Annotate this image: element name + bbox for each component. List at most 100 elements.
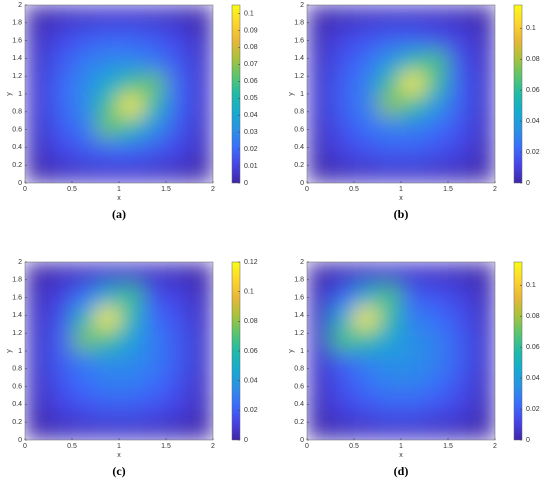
colorbar-tick-label: 0.06: [526, 344, 540, 351]
x-tick-label: 1.5: [443, 186, 453, 193]
heatmap-cell: [330, 395, 355, 419]
heatmap-cell: [424, 417, 449, 440]
heatmap-cell: [471, 262, 495, 285]
caption: (a): [112, 207, 126, 221]
heatmap-cell: [189, 49, 213, 73]
y-tick-label: 0.8: [294, 366, 304, 373]
heatmap-cell: [307, 160, 331, 183]
colorbar-tick-label: 0.04: [244, 378, 258, 385]
colorbar-tick-label: 0.06: [526, 87, 540, 94]
heatmap-cell: [354, 262, 378, 285]
heatmap-cell: [471, 94, 495, 117]
heatmap-cell: [119, 27, 143, 50]
colorbar-tick-label: 0.08: [526, 56, 540, 63]
x-tick-label: 1: [399, 186, 403, 193]
heatmap-cell: [95, 94, 120, 117]
heatmap-cell: [48, 284, 73, 307]
heatmap-cell: [95, 395, 120, 419]
colorbar-tick-label: 0.02: [526, 406, 540, 413]
heatmap-cell: [307, 284, 331, 307]
heatmap-cell: [354, 27, 378, 50]
x-tick-label: 1: [399, 443, 403, 450]
x-tick-label: 1.5: [161, 443, 171, 450]
heatmap-cell: [330, 306, 355, 330]
heatmap-cell: [119, 351, 143, 374]
heatmap-area: [25, 262, 213, 440]
colorbar-tick-label: 0.02: [526, 149, 540, 156]
y-tick-label: 0.4: [294, 401, 304, 408]
heatmap-cell: [72, 94, 96, 117]
heatmap-cell: [25, 328, 49, 352]
heatmap-cell: [354, 351, 378, 374]
heatmap-cell: [471, 328, 495, 352]
y-tick-label: 0.6: [294, 383, 304, 390]
colorbar-tick-label: 0.01: [244, 163, 258, 170]
y-tick-label: 1.6: [12, 37, 22, 44]
heatmap-cell: [189, 373, 213, 396]
heatmap-cell: [377, 49, 402, 73]
colorbar-tick-label: 0.09: [244, 27, 258, 34]
heatmap-cell: [72, 116, 96, 139]
heatmap-cell: [166, 351, 190, 374]
heatmap-cell: [166, 284, 190, 307]
heatmap-cell: [142, 94, 167, 117]
y-tick-label: 1.2: [12, 73, 22, 80]
y-tick-label: 1.8: [12, 20, 22, 27]
heatmap-cell: [95, 262, 120, 285]
caption: (d): [394, 464, 409, 478]
panel: 0 0.5 1 1.5 2 0 0.2 0.4 0.6 0.8 1 1.2 1.4 1.6 1.8 2 x y 0 0…: [288, 2, 540, 221]
heatmap-cell: [401, 328, 425, 352]
x-tick-label: 2: [211, 443, 215, 450]
heatmap-cell: [142, 284, 167, 307]
y-tick-label: 0.2: [12, 419, 22, 426]
heatmap-cell: [377, 71, 402, 95]
heatmap-area: [307, 5, 495, 183]
heatmap-area: [307, 262, 495, 440]
colorbar-tick-label: 0.02: [244, 407, 258, 414]
heatmap-cell: [307, 71, 331, 95]
heatmap-cell: [424, 49, 449, 73]
heatmap-cell: [119, 49, 143, 73]
heatmap-cell: [377, 284, 402, 307]
x-axis-label: x: [117, 452, 121, 459]
heatmap-cells: [25, 262, 213, 440]
heatmap-cell: [330, 138, 355, 162]
heatmap-cell: [448, 351, 472, 374]
colorbar: [513, 261, 523, 441]
heatmap-cell: [424, 94, 449, 117]
heatmap-cell: [189, 138, 213, 162]
heatmap-cell: [48, 5, 73, 28]
heatmap-cell: [471, 306, 495, 330]
heatmap-cell: [95, 417, 120, 440]
heatmap-cell: [189, 27, 213, 50]
y-tick-label: 1.6: [12, 294, 22, 301]
heatmap-cell: [72, 328, 96, 352]
heatmap-cell: [448, 373, 472, 396]
y-tick-label: 1.4: [12, 55, 22, 62]
heatmap-cell: [72, 49, 96, 73]
heatmap-cell: [354, 284, 378, 307]
heatmap-cell: [307, 116, 331, 139]
heatmap-cell: [401, 351, 425, 374]
heatmap-cell: [142, 306, 167, 330]
heatmap-cell: [307, 306, 331, 330]
heatmap-cell: [95, 328, 120, 352]
heatmap-cell: [119, 262, 143, 285]
colorbar-tick-label: 0.03: [244, 129, 258, 136]
y-tick-label: 1.6: [294, 294, 304, 301]
x-tick-label: 0.5: [349, 443, 359, 450]
heatmap-cell: [142, 160, 167, 183]
heatmap-cell: [354, 417, 378, 440]
heatmap-cell: [25, 395, 49, 419]
heatmap-cell: [401, 71, 425, 95]
x-tick-label: 0: [305, 186, 309, 193]
x-tick-label: 0: [23, 186, 27, 193]
heatmap-cell: [424, 27, 449, 50]
heatmap-cell: [448, 262, 472, 285]
heatmap-cell: [72, 262, 96, 285]
x-tick-label: 0.5: [67, 186, 77, 193]
x-tick-label: 1: [117, 443, 121, 450]
y-tick-label: 0: [18, 180, 22, 187]
heatmap-cell: [448, 5, 472, 28]
heatmap-cell: [330, 284, 355, 307]
